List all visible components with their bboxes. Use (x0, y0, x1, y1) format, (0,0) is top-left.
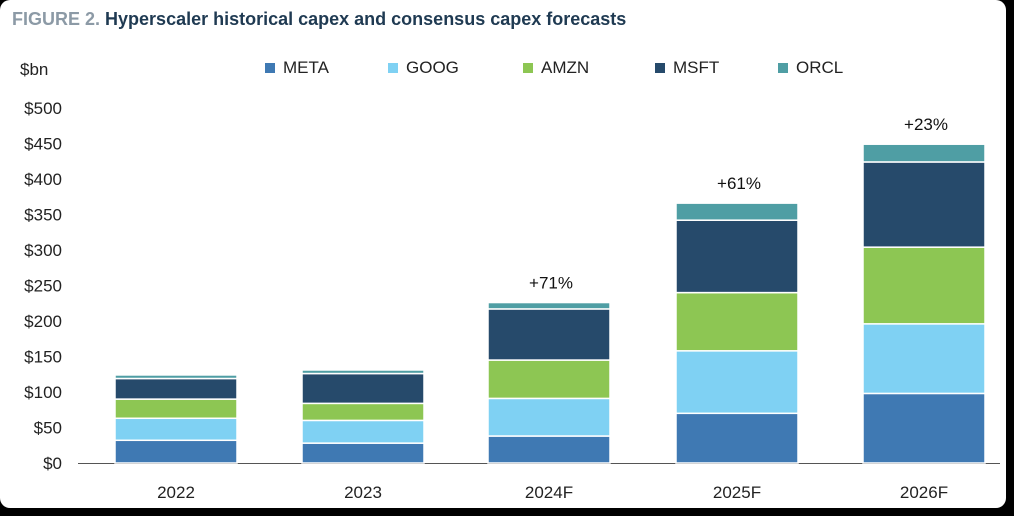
y-tick-label: $100 (24, 383, 62, 402)
bar-segment-amzn (862, 246, 986, 325)
y-tick-label: $500 (24, 99, 62, 118)
legend-swatch (778, 63, 788, 73)
legend-item-goog: GOOG (388, 58, 459, 78)
bar-segment-orcl (862, 143, 986, 163)
bar-segment-meta (675, 412, 799, 464)
legend-swatch (388, 63, 398, 73)
bar-segment-meta (862, 392, 986, 464)
bar-segment-meta (301, 442, 425, 464)
x-tick-label: 2023 (344, 483, 382, 502)
growth-annotation: +61% (717, 174, 761, 193)
x-tick-label: 2025F (713, 483, 761, 502)
bar-segment-orcl (487, 301, 611, 310)
x-tick-label: 2024F (525, 483, 573, 502)
bar-segment-goog (487, 397, 611, 437)
bar-segment-meta (114, 439, 238, 464)
bar-segment-msft (301, 372, 425, 405)
stacked-bar-chart: $0 $50 $100 $150 $200 $250 $300 $350 $400 $450 $50… (24, 99, 1000, 502)
bar-segment-goog (675, 350, 799, 415)
y-axis-unit-label: $bn (20, 60, 49, 79)
y-tick-label: $150 (24, 348, 62, 367)
bar-segment-msft (487, 308, 611, 361)
figure-number: FIGURE 2. (12, 9, 101, 29)
x-tick-label: 2022 (157, 483, 195, 502)
bar-segment-meta (487, 435, 611, 464)
legend-label: AMZN (541, 58, 590, 77)
y-tick-label: $0 (43, 454, 62, 473)
bar-segment-amzn (675, 291, 799, 352)
bar-segment-msft (862, 161, 986, 248)
bar-segment-goog (114, 417, 238, 442)
bar-segment-msft (675, 219, 799, 294)
y-tick-label: $450 (24, 135, 62, 154)
y-tick-label: $350 (24, 206, 62, 225)
y-tick-label: $250 (24, 277, 62, 296)
bar-segment-goog (862, 323, 986, 395)
bar-segment-amzn (114, 398, 238, 420)
legend-swatch (655, 63, 665, 73)
growth-annotation: +23% (904, 115, 948, 134)
bar-segment-msft (114, 377, 238, 400)
bar-segment-orcl (114, 374, 238, 380)
y-tick-label: $50 (34, 419, 62, 438)
x-tick-label: 2026F (900, 483, 948, 502)
legend-item-amzn: AMZN (523, 58, 589, 78)
y-tick-label: $400 (24, 170, 62, 189)
y-tick-label: $300 (24, 241, 62, 260)
legend-swatch (265, 63, 275, 73)
bar-segment-amzn (487, 359, 611, 400)
figure-title-text: Hyperscaler historical capex and consens… (105, 9, 627, 29)
bar-segment-amzn (301, 402, 425, 422)
legend-label: META (283, 58, 329, 77)
figure-frame: FIGURE 2. Hyperscaler historical capex a… (0, 0, 1006, 508)
legend-item-orcl: ORCL (778, 58, 843, 78)
y-tick-label: $200 (24, 312, 62, 331)
chart-legend: META GOOG AMZN MSFT ORCL (0, 58, 1006, 82)
bar-segment-orcl (675, 202, 799, 221)
figure-title: FIGURE 2. Hyperscaler historical capex a… (12, 9, 626, 30)
bar-segment-goog (301, 419, 425, 444)
bar-segment-orcl (301, 369, 425, 375)
legend-label: MSFT (673, 58, 720, 77)
legend-item-meta: META (265, 58, 329, 78)
legend-label: GOOG (406, 58, 459, 77)
growth-annotation: +71% (529, 274, 573, 293)
legend-label: ORCL (796, 58, 844, 77)
legend-item-msft: MSFT (655, 58, 719, 78)
legend-swatch (523, 63, 533, 73)
